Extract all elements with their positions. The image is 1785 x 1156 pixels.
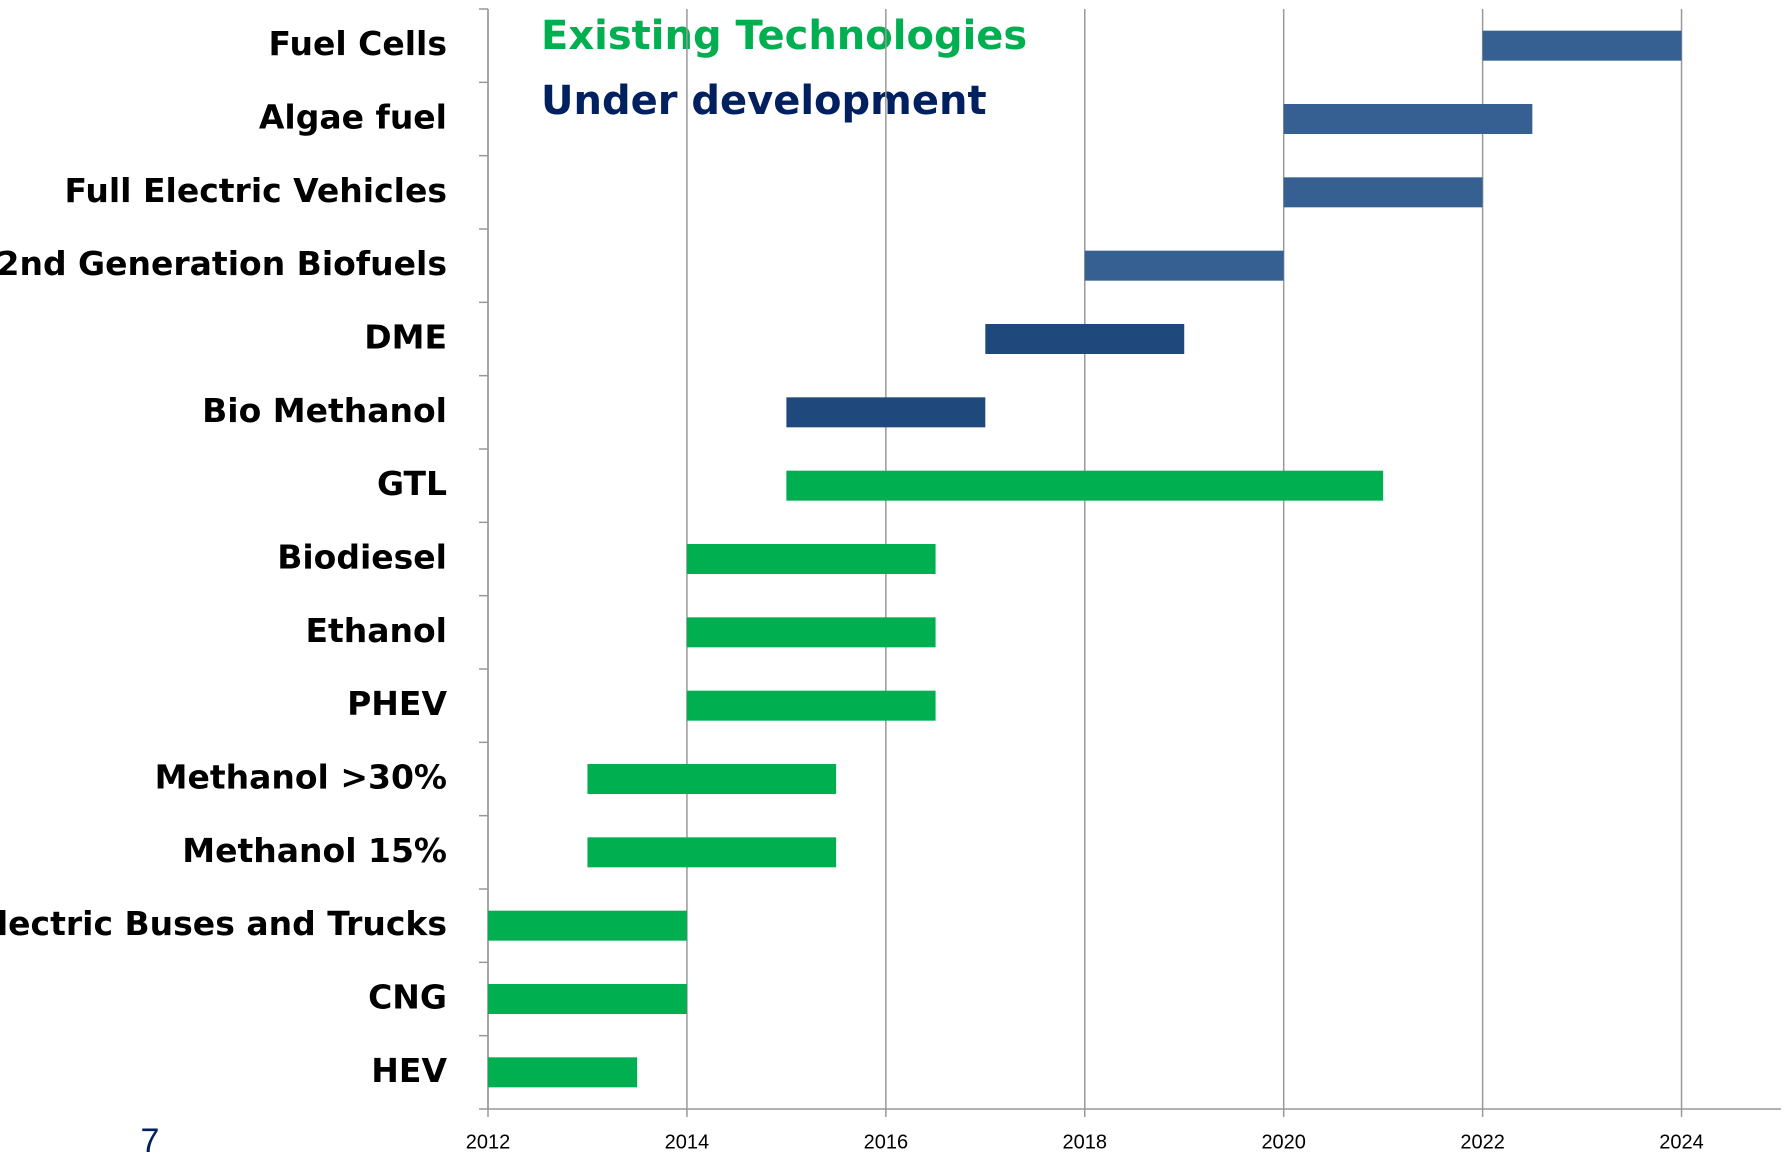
bar [1084, 250, 1284, 281]
category-label: PHEV [347, 684, 447, 723]
bar [1283, 104, 1533, 134]
x-tick-label: 2012 [466, 1131, 511, 1153]
bar [1283, 177, 1483, 208]
x-tick-label: 2018 [1063, 1131, 1108, 1153]
x-tick-label: 2024 [1659, 1131, 1704, 1153]
category-label: Methanol 15% [182, 831, 447, 870]
category-label: DME [364, 318, 447, 357]
category-label: Full Electric Vehicles [64, 171, 447, 210]
bar [587, 837, 837, 868]
bar [488, 984, 687, 1014]
bar [686, 690, 936, 721]
bar [786, 470, 1384, 501]
bar [587, 764, 837, 794]
bar [686, 617, 936, 648]
bar [686, 544, 936, 574]
category-label: Ethanol [305, 611, 447, 650]
category-label: Bio Methanol [202, 391, 447, 430]
category-label: HEV [371, 1051, 447, 1090]
page-number: 7 [141, 1122, 160, 1156]
bar [1482, 30, 1682, 61]
x-tick-label: 2022 [1460, 1131, 1505, 1153]
bar [488, 910, 687, 941]
category-label: Algae fuel [259, 98, 447, 137]
category-label: Biodiesel [277, 538, 447, 577]
bar [985, 324, 1185, 354]
bar [786, 397, 986, 428]
legend-existing: Existing Technologies [541, 13, 1027, 59]
x-tick-label: 2014 [665, 1131, 710, 1153]
category-label: Fuel Cells [269, 24, 447, 63]
x-tick-label: 2016 [864, 1131, 909, 1153]
bar [488, 1057, 638, 1088]
category-label: 2nd Generation Biofuels [0, 244, 447, 283]
category-label: CNG [368, 978, 447, 1017]
category-label: Methanol >30% [155, 758, 447, 797]
legend-development: Under development [541, 78, 987, 124]
x-tick-label: 2020 [1261, 1131, 1306, 1153]
category-label: GTL [377, 464, 447, 503]
category-label: Electric Buses and Trucks [0, 904, 447, 943]
